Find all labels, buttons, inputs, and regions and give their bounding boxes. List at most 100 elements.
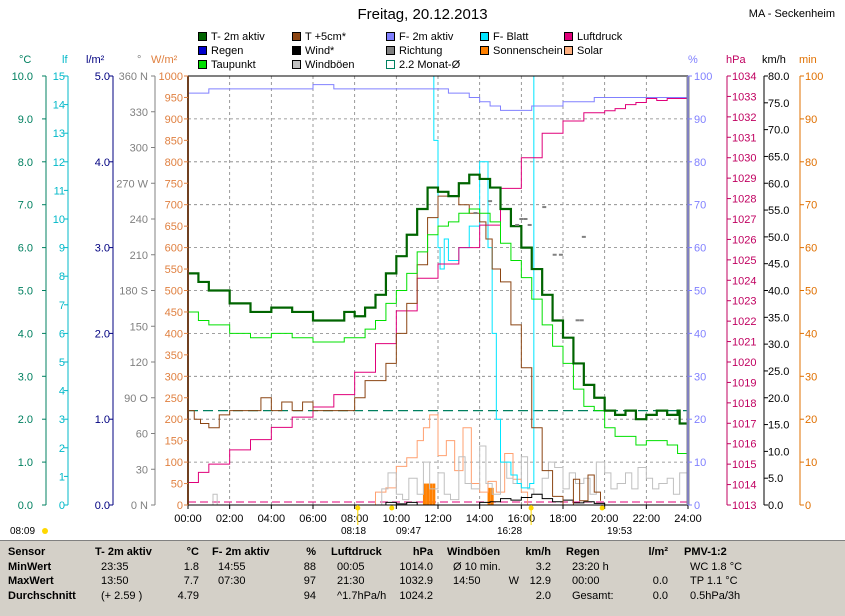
legend-swatch: [564, 32, 573, 41]
stats-cell-value: 94: [303, 589, 316, 602]
y-tick-label: 10.0: [12, 71, 33, 83]
stats-table: Sensor MinWert MaxWert Durchschnitt T- 2m ak…: [0, 540, 845, 616]
y-tick-label: 100: [694, 71, 712, 83]
y-tick-label: 30.0: [768, 339, 789, 351]
stats-column: Sensor MinWert MaxWert Durchschnitt: [8, 545, 88, 603]
y-tick-label: 1026: [732, 234, 756, 246]
y-tick-label: 6: [59, 328, 65, 340]
y-tick-label: 650: [165, 221, 183, 233]
y-tick-label: 13: [53, 128, 65, 140]
stats-header-unit: km/h: [525, 546, 551, 558]
direction-point: [527, 223, 532, 226]
legend-item: 2.2 Monat-Ø: [386, 59, 460, 71]
direction-point: [575, 319, 580, 322]
y-tick-label: 600: [165, 243, 183, 255]
stats-cell-label: (+ 2.59 ): [101, 589, 143, 602]
series-line-luftdruck: [188, 97, 688, 484]
stats-cell-label: 23:35: [101, 560, 129, 573]
y-tick-label: 5.0: [18, 286, 33, 298]
legend-label: 2.2 Monat-Ø: [399, 59, 461, 71]
stats-header-label: T- 2m aktiv: [95, 546, 152, 558]
y-tick-label: 900: [165, 114, 183, 126]
legend-swatch: [564, 46, 573, 55]
y-tick-label: 700: [165, 200, 183, 212]
y-tick-label: 20: [694, 414, 706, 426]
series-line-taupunkt: [188, 208, 688, 458]
weather-chart: 00:00 02:00 04:00 06:00 08:00 10:00 12:00 14:00…: [12, 71, 823, 534]
stats-cell-label: MinWert: [8, 560, 52, 573]
y-tick-label: 0.0: [768, 500, 783, 512]
legend-swatch: [480, 32, 489, 41]
sunshine-bar: [422, 483, 426, 505]
direction-point: [581, 235, 586, 238]
stats-column: Windböen km/h Ø 10 min. 3.2 14:50 W 12.9 2.0: [447, 545, 557, 603]
y-tick-label: 50: [805, 286, 817, 298]
stats-column: PMV-1:2 WC 1.8 °C TP 1.1 °C 0.5hPa/3h: [684, 545, 784, 603]
legend-label: T- 2m aktiv: [211, 31, 265, 43]
x-tick-label: 16:00: [508, 513, 536, 525]
lf-unit: lf: [62, 54, 68, 66]
stats-cell-label: [212, 590, 218, 602]
y-tick-label: 40: [805, 328, 817, 340]
left-marker-label: 08:09: [10, 526, 36, 537]
stats-row: MinWert: [8, 560, 88, 575]
stats-header-unit: hPa: [412, 546, 433, 558]
stats-header-label: Luftdruck: [331, 546, 382, 558]
y-tick-label: 75.0: [768, 98, 789, 110]
y-tick-label: 70: [805, 200, 817, 212]
stats-header-unit: %: [306, 546, 316, 558]
sunshine-bar: [429, 483, 433, 505]
legend-label: F- Blatt: [493, 31, 529, 43]
y-tick-label: 950: [165, 92, 183, 104]
stats-row: 0.5hPa/3h: [684, 589, 784, 604]
stats-row: Durchschnitt: [8, 589, 88, 604]
x-tick-label: 24:00: [674, 513, 702, 525]
stats-column: T- 2m aktiv °C 23:35 1.8 13:50 7.7 (+ 2.59 ) 4.…: [95, 545, 205, 603]
y-tick-label: 40: [694, 328, 706, 340]
x-tick-label: 18:00: [549, 513, 577, 525]
sunshine-bar: [487, 487, 491, 505]
y-tick-label: 9: [59, 243, 65, 255]
stats-header: F- 2m aktiv%: [212, 545, 322, 560]
y-tick-label: 100: [805, 71, 823, 83]
legend-label: T +5cm*: [305, 31, 347, 43]
legend-swatch: [386, 46, 395, 55]
y-tick-label: 350: [165, 350, 183, 362]
sunshine-bar: [432, 483, 436, 505]
y-tick-label: 7: [59, 300, 65, 312]
stats-column: Regen l/m² 23:20 h 00:00 0.0 Gesamt: 0.0: [566, 545, 674, 603]
y-tick-label: 330: [130, 107, 148, 119]
y-tick-label: 1: [59, 471, 65, 483]
y-tick-label: 30: [805, 371, 817, 383]
stats-header-label: F- 2m aktiv: [212, 546, 270, 558]
y-tick-label: 55.0: [768, 205, 789, 217]
y-tick-label: 0.0: [18, 500, 33, 512]
stats-cell-value: 12.9: [529, 575, 551, 587]
stats-header-label: Regen: [566, 546, 600, 558]
stats-cell-label: TP 1.1 °C: [690, 575, 738, 587]
y-tick-label: 1015: [732, 459, 756, 471]
y-tick-label: 1024: [732, 275, 756, 287]
y-tick-label: 1022: [732, 316, 756, 328]
y-tick-label: 450: [165, 307, 183, 319]
stats-header: T- 2m aktiv °C: [95, 545, 205, 560]
y-tick-label: 210: [130, 250, 148, 262]
y-tick-label: 1027: [732, 214, 756, 226]
y-tick-label: 2.0: [95, 328, 110, 340]
y-tick-label: 70: [694, 200, 706, 212]
y-tick-label: 1016: [732, 439, 756, 451]
y-tick-label: 60: [136, 429, 148, 441]
stats-row: (+ 2.59 ) 4.79: [95, 589, 205, 604]
y-tick-label: 3: [59, 414, 65, 426]
y-tick-label: 3.0: [18, 371, 33, 383]
y-tick-label: 1020: [732, 357, 756, 369]
y-tick-label: 1028: [732, 194, 756, 206]
legend-swatch: [386, 60, 395, 69]
legend-item: Wind*: [292, 45, 334, 57]
y-tick-label: 60.0: [768, 178, 789, 190]
y-tick-label: 360 N: [119, 71, 148, 83]
stats-cell-value: 1014.0: [399, 560, 433, 573]
y-tick-label: 5.0: [95, 71, 110, 83]
legend-label: Wind*: [305, 45, 335, 57]
legend-swatch: [386, 32, 395, 41]
